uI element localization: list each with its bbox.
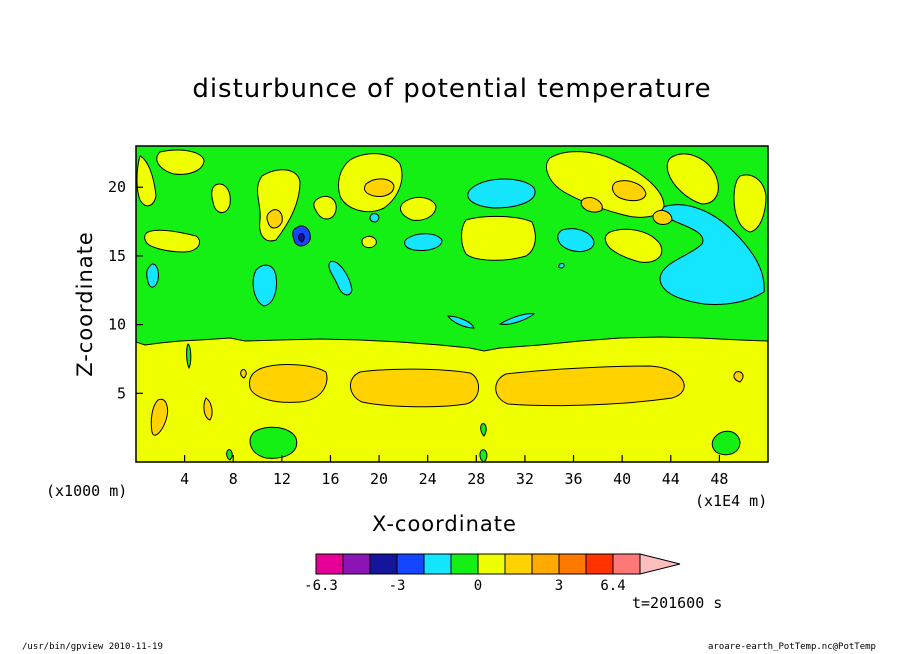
cyan-patch-right-mid — [557, 228, 595, 253]
colorbar-swatch-8 — [531, 553, 560, 575]
cyan-patch-left-2 — [146, 263, 159, 288]
orange-core-right-1 — [612, 180, 647, 202]
chart-title: disturbunce of potential temperature — [192, 74, 712, 104]
orange-core-left — [266, 209, 283, 229]
yellow-patch-center — [461, 215, 536, 261]
green-dot-4 — [186, 343, 192, 370]
y-axis-ticks: 5 10 15 20 — [108, 178, 143, 402]
y-axis-label: Z-coordinate — [73, 231, 97, 377]
footer-program-date: /usr/bin/gpview 2010-11-19 — [22, 642, 163, 652]
x-scale-label: (x1E4 m) — [695, 492, 768, 510]
cyan-patch-right — [659, 204, 765, 305]
x-tick-label-1: 8 — [229, 470, 238, 488]
y-tick-label-0: 5 — [117, 384, 126, 402]
colorbar-label-1: -3 — [389, 578, 406, 594]
x-units-label: (x1000 m) — [46, 482, 128, 500]
cyan-patch-left-1 — [252, 264, 277, 307]
x-axis-label: X-coordinate — [372, 512, 517, 536]
x-tick-label-7: 32 — [516, 470, 534, 488]
x-tick-label-11: 48 — [710, 470, 728, 488]
x-tick-label-3: 16 — [321, 470, 339, 488]
colorbar: -6.3 -3 0 3 6.4 — [304, 553, 681, 594]
cyan-patch-top-center — [467, 178, 536, 209]
cyan-patch-left-3 — [328, 260, 353, 296]
yellow-patch-right-4 — [733, 174, 767, 233]
colorbar-swatch-5 — [450, 553, 479, 575]
time-label: t=201600 s — [632, 594, 723, 612]
contour-field — [136, 146, 768, 462]
warm-dot-2 — [733, 371, 744, 383]
warm-band-center — [350, 368, 479, 408]
warm-band-left — [249, 364, 328, 403]
green-dot-3 — [226, 449, 233, 461]
x-tick-label-6: 28 — [467, 470, 485, 488]
colorbar-label-2: 0 — [474, 578, 482, 594]
cyan-streak-2 — [498, 313, 536, 325]
yellow-patch-upper-left — [156, 149, 205, 175]
y-tick-label-1: 10 — [108, 316, 126, 334]
yellow-patch-mid-3 — [313, 195, 337, 220]
colorbar-swatch-7 — [504, 553, 533, 575]
orange-core-mid — [363, 178, 395, 197]
colorbar-swatch-1 — [342, 553, 371, 575]
warm-dot-1 — [240, 369, 247, 379]
x-tick-label-0: 4 — [180, 470, 189, 488]
colorbar-swatch-4 — [423, 553, 452, 575]
orange-core-right-3 — [652, 209, 673, 225]
colorbar-swatch-9 — [558, 553, 587, 575]
green-patch-lower-left — [249, 426, 298, 459]
colorbar-swatch-11 — [612, 553, 641, 575]
yellow-patch-left-2 — [144, 229, 200, 253]
cyan-patch-mid-left — [404, 233, 443, 251]
plot-frame — [135, 145, 769, 463]
colorbar-overflow-triangle — [639, 553, 681, 575]
warm-band-right — [495, 365, 685, 407]
cyan-streak-1 — [447, 315, 475, 329]
yellow-patch-mid-2 — [399, 197, 437, 221]
colorbar-label-0: -6.3 — [304, 578, 338, 594]
yellow-patch-right-2 — [666, 153, 719, 205]
colorbar-swatch-2 — [369, 553, 398, 575]
warm-streak-2 — [203, 397, 213, 421]
orange-core-right-2 — [580, 197, 603, 213]
x-tick-label-9: 40 — [613, 470, 631, 488]
warm-streak-1 — [150, 398, 169, 436]
x-tick-label-10: 44 — [662, 470, 680, 488]
yellow-patch-right-3 — [604, 228, 663, 263]
x-tick-label-2: 12 — [273, 470, 291, 488]
x-tick-label-5: 24 — [419, 470, 437, 488]
green-dot-1 — [480, 423, 487, 437]
green-dot-2 — [479, 449, 488, 462]
colorbar-label-4: 6.4 — [600, 578, 625, 594]
footer-file-variable: aroare-earth_PotTemp.nc@PotTemp — [708, 642, 876, 652]
x-tick-label-4: 20 — [370, 470, 388, 488]
cyan-dot-1 — [369, 213, 380, 223]
colorbar-label-3: 3 — [555, 578, 563, 594]
x-tick-label-8: 36 — [565, 470, 583, 488]
yellow-patch-mid-4 — [361, 235, 377, 249]
x-axis-ticks: 4 8 12 16 20 24 28 32 36 40 44 48 — [180, 455, 728, 488]
colorbar-swatch-0 — [315, 553, 344, 575]
cyan-dot-2 — [558, 263, 565, 269]
yellow-patch-left-3 — [211, 183, 231, 213]
colorbar-swatch-3 — [396, 553, 425, 575]
green-patch-lower-right — [711, 430, 741, 456]
colorbar-swatch-6 — [477, 553, 506, 575]
darkblue-core — [298, 233, 305, 243]
y-tick-label-2: 15 — [108, 247, 126, 265]
y-tick-label-3: 20 — [108, 178, 126, 196]
colorbar-swatch-10 — [585, 553, 614, 575]
yellow-patch-left-1 — [136, 155, 157, 207]
